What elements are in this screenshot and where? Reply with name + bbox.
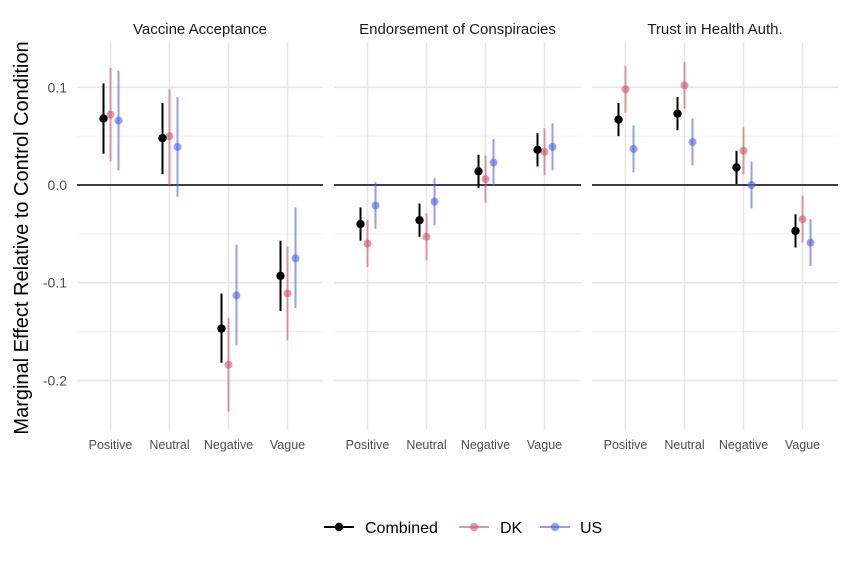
point-dk — [680, 81, 689, 90]
legend-key-point-combined — [334, 522, 344, 532]
legend-label-dk: DK — [500, 520, 523, 537]
y-axis-title: Marginal Effect Relative to Control Cond… — [11, 41, 33, 434]
point-combined — [99, 114, 108, 123]
x-tick-label: Vague — [527, 438, 562, 452]
x-tick-label: Negative — [204, 438, 253, 452]
point-dk — [481, 175, 490, 184]
point-combined — [217, 324, 226, 333]
point-us — [232, 291, 241, 300]
x-tick-label: Negative — [719, 438, 768, 452]
point-dk — [540, 147, 549, 156]
point-dk — [106, 110, 115, 119]
point-combined — [158, 133, 167, 143]
point-us — [430, 197, 439, 206]
x-tick-label: Vague — [785, 438, 820, 452]
x-tick-label: Neutral — [149, 438, 189, 452]
legend-key-point-us — [550, 522, 560, 532]
point-dk — [283, 289, 292, 298]
facet-title: Endorsement of Conspiracies — [359, 21, 556, 38]
point-us — [291, 254, 300, 263]
point-us — [548, 142, 557, 151]
y-tick-label: -0.2 — [43, 372, 67, 388]
x-tick-label: Positive — [89, 438, 133, 452]
point-combined — [474, 167, 483, 176]
point-us — [629, 144, 638, 153]
x-tick-label: Vague — [270, 438, 305, 452]
point-dk — [363, 239, 372, 248]
x-tick-label: Neutral — [664, 438, 704, 452]
point-us — [747, 181, 756, 189]
point-combined — [415, 215, 424, 225]
point-dk — [422, 232, 431, 241]
point-dk — [621, 85, 630, 94]
legend-label-combined: Combined — [365, 520, 438, 537]
x-tick-label: Positive — [604, 438, 648, 452]
point-us — [688, 138, 697, 147]
point-combined — [673, 109, 682, 118]
point-us — [371, 201, 380, 210]
legend-key-point-dk — [469, 522, 479, 532]
y-tick-label: 0.0 — [48, 177, 68, 193]
point-combined — [732, 163, 741, 172]
y-tick-label: 0.1 — [48, 79, 68, 95]
point-us — [489, 158, 498, 167]
point-us — [806, 238, 815, 247]
point-dk — [739, 146, 748, 155]
point-us — [114, 116, 123, 125]
point-us — [173, 142, 182, 151]
point-dk — [798, 215, 807, 224]
facet-title: Vaccine Acceptance — [133, 21, 267, 38]
x-tick-label: Neutral — [406, 438, 446, 452]
x-tick-label: Negative — [461, 438, 510, 452]
point-combined — [533, 145, 542, 155]
point-combined — [614, 115, 623, 124]
y-tick-label: -0.1 — [43, 275, 67, 291]
point-combined — [276, 271, 285, 281]
facet-title: Trust in Health Auth. — [647, 21, 782, 38]
x-tick-label: Positive — [346, 438, 390, 452]
point-dk — [224, 360, 233, 369]
legend-label-us: US — [580, 520, 602, 537]
point-combined — [356, 219, 365, 229]
point-combined — [791, 226, 800, 236]
point-dk — [165, 132, 174, 141]
